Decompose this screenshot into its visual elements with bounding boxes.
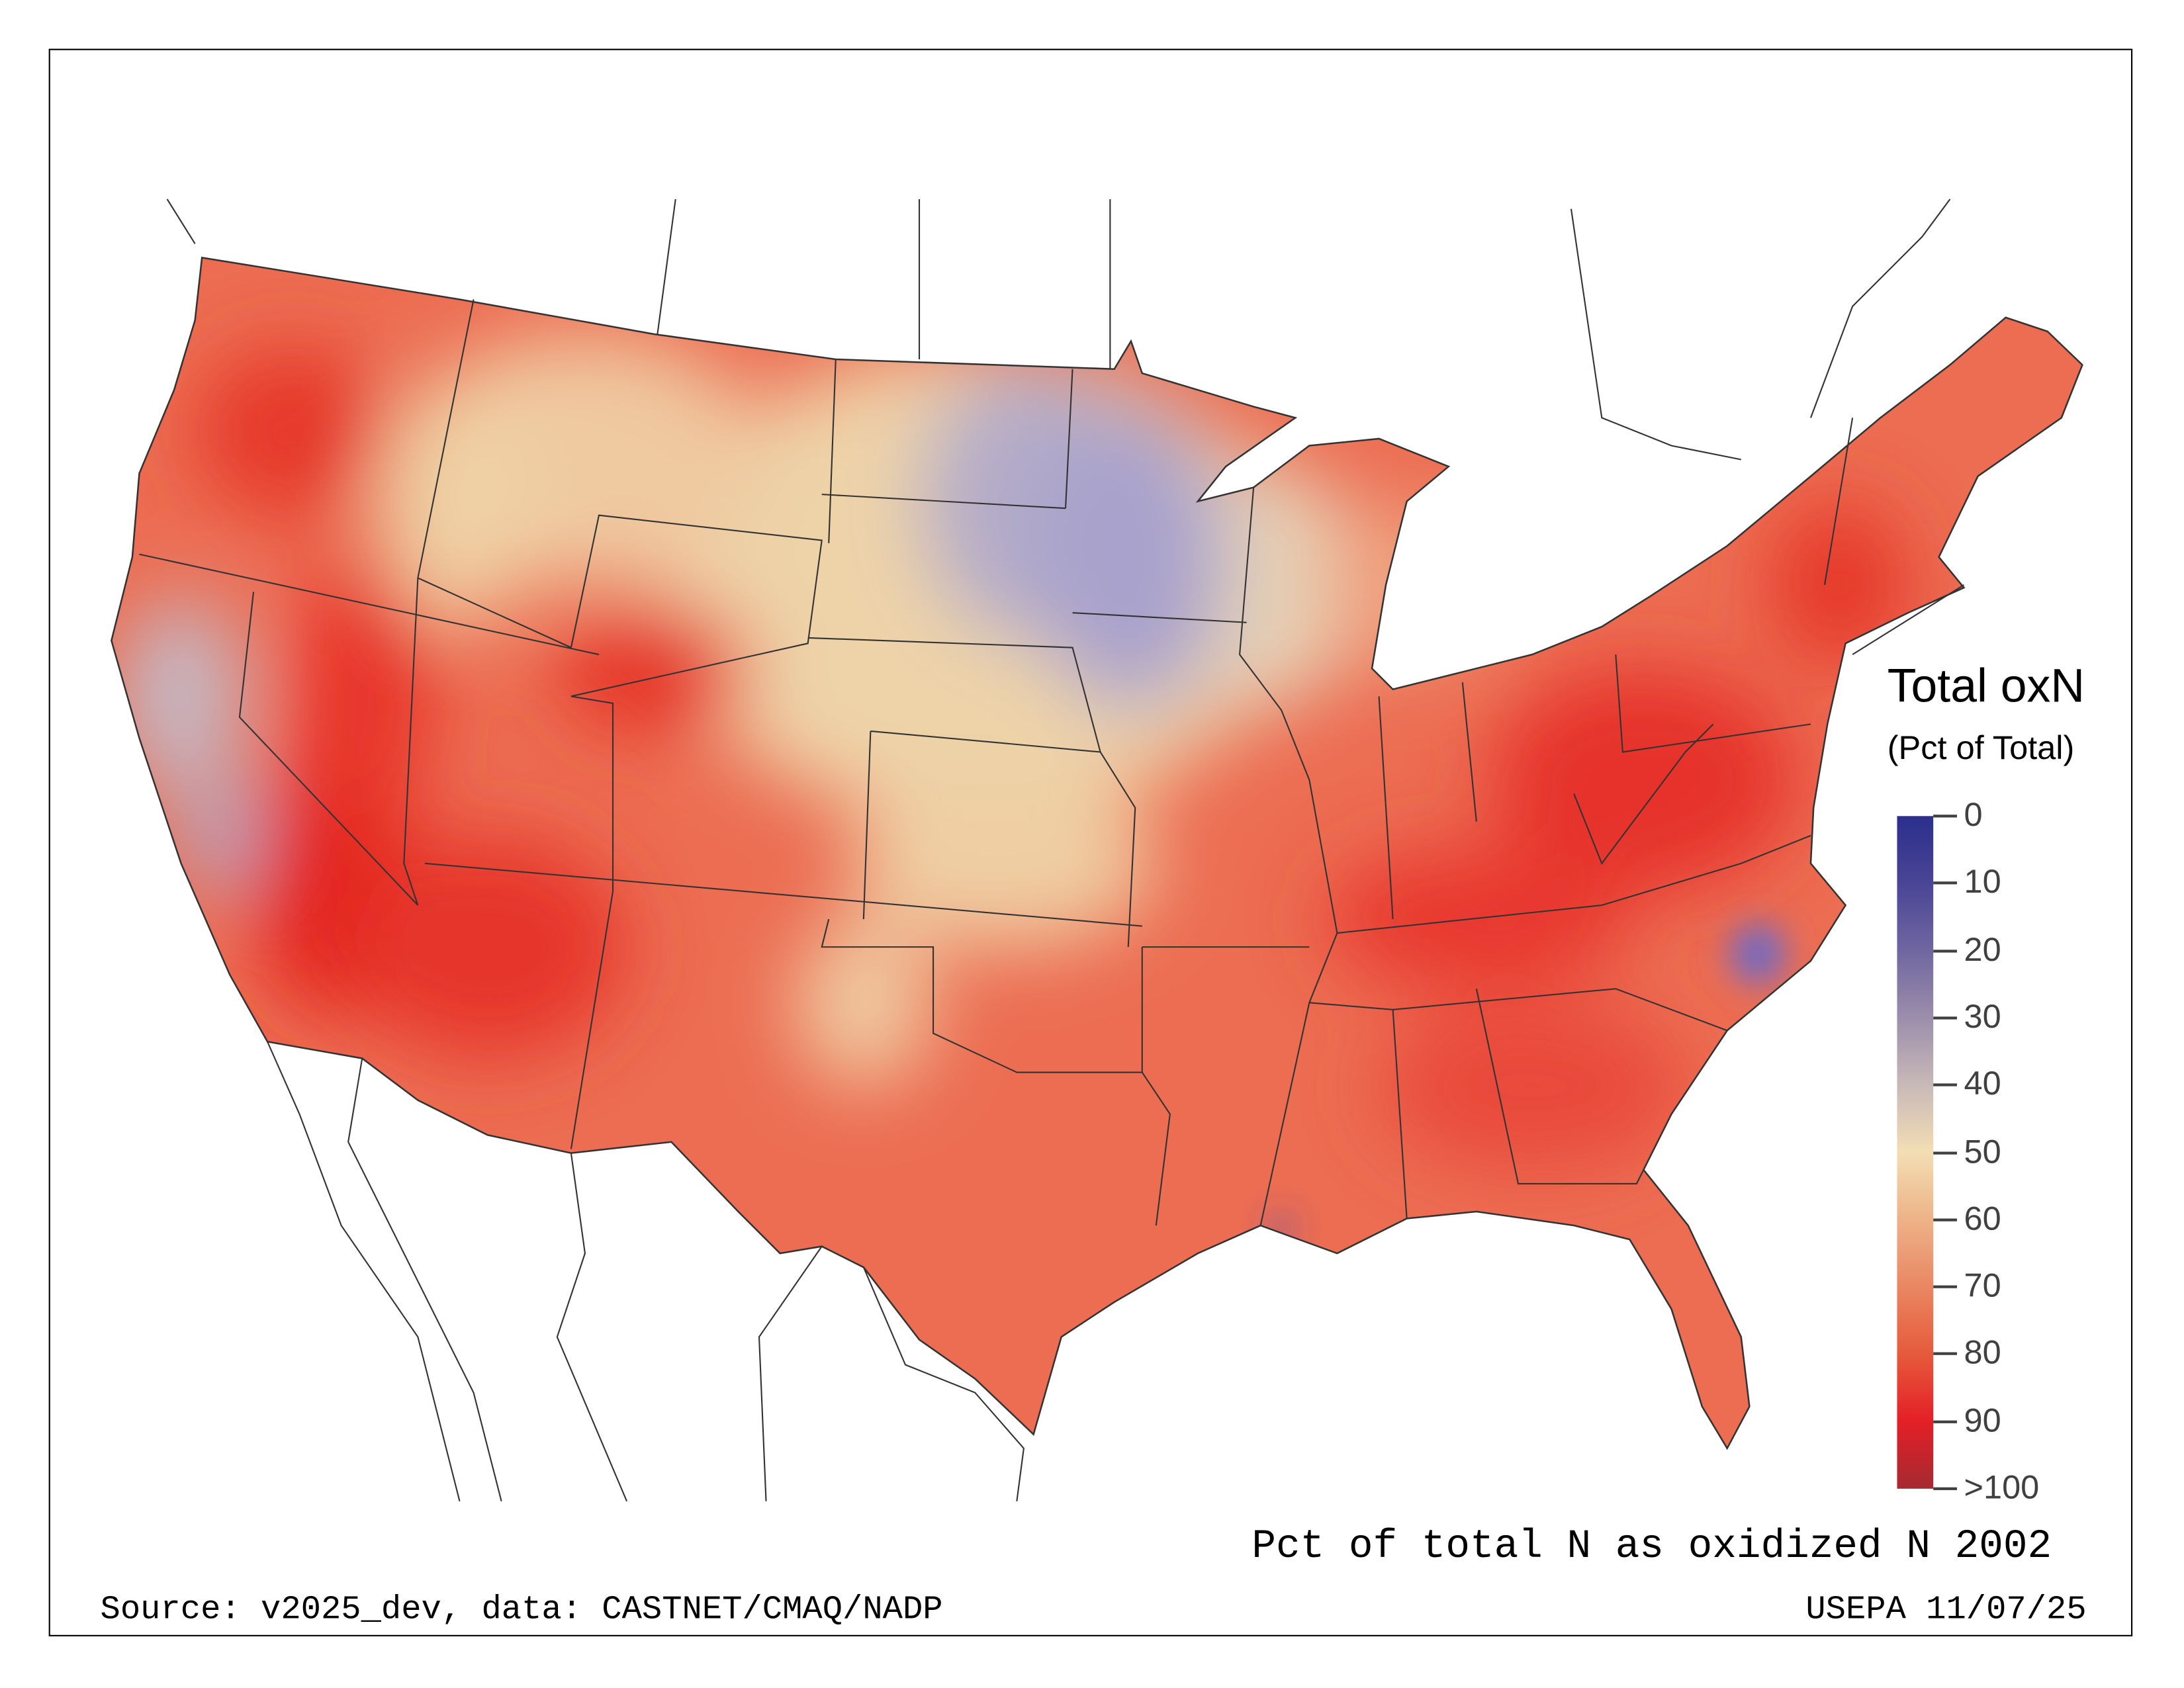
colorbar-tick — [1933, 1083, 1957, 1087]
colorbar-tick-label: 10 — [1964, 864, 2001, 902]
source-note: Source: v2025_dev, data: CASTNET/CMAQ/NA… — [100, 1591, 943, 1630]
colorbar-tick-label: 30 — [1964, 998, 2001, 1036]
legend-title: Total oxN — [1887, 660, 2085, 713]
neighboring-country-borders — [166, 199, 1951, 1502]
colorbar-tick — [1933, 1016, 1957, 1020]
colorbar-tick-label: 60 — [1964, 1200, 2001, 1238]
colorbar-tick — [1933, 1218, 1957, 1222]
colorbar — [1897, 816, 1934, 1489]
colorbar-tick — [1933, 881, 1957, 885]
colorbar-tick — [1933, 1420, 1957, 1423]
colorbar-tick-label: 80 — [1964, 1335, 2001, 1372]
colorbar-tick-label: 50 — [1964, 1133, 2001, 1171]
legend-subtitle: (Pct of Total) — [1887, 729, 2075, 768]
colorbar-tick — [1933, 1353, 1957, 1356]
figure-frame — [48, 48, 2133, 1636]
colorbar-tick-label: 0 — [1964, 796, 1983, 834]
colorbar-tick-label: 40 — [1964, 1065, 2001, 1104]
colorbar-tick — [1933, 815, 1957, 818]
state-boundaries — [139, 299, 1965, 1226]
colorbar-tick-label: 20 — [1964, 931, 2001, 969]
colorbar-tick — [1933, 1487, 1957, 1490]
colorbar-tick-label: >100 — [1964, 1469, 2040, 1507]
credit-note: USEPA 11/07/25 — [1805, 1591, 2087, 1630]
colorbar-tick — [1933, 949, 1957, 952]
colorbar-tick — [1933, 1285, 1957, 1288]
colorbar-tick-label: 90 — [1964, 1401, 2001, 1440]
colorbar-tick-label: 70 — [1964, 1267, 2001, 1306]
map-caption: Pct of total N as oxidized N 2002 — [1251, 1523, 2052, 1570]
colorbar-tick — [1933, 1151, 1957, 1154]
